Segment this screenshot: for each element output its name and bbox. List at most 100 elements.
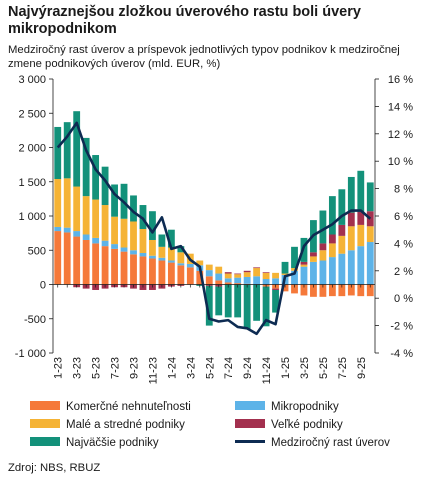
bar-segment: [158, 234, 166, 247]
bar-segment: [319, 284, 327, 297]
bar-segment: [120, 247, 128, 252]
bar-segment: [243, 272, 251, 277]
x-tick-label: 1-24: [166, 357, 178, 379]
bar-segment: [272, 289, 279, 313]
bar-segment: [215, 273, 223, 281]
y-left-tick-label: 3 000: [18, 74, 46, 86]
bar-segment: [92, 243, 100, 285]
legend-label: Najväčšie podniky: [66, 437, 159, 449]
legend-label: Komerčné nehnuteľnosti: [66, 401, 191, 413]
bar-segment: [215, 266, 223, 274]
axes-layer: -1 000 -500 0 500 1 000 1 500 2 000 2 500 3 000 -…: [15, 74, 413, 384]
bar-segment: [291, 284, 298, 294]
bar-segment: [224, 282, 232, 285]
bar-segment: [253, 276, 261, 285]
bar-segment: [139, 229, 147, 253]
bar-segment: [101, 240, 109, 247]
bar-segment: [82, 239, 90, 285]
y-right-tick-label: 4 %: [394, 238, 413, 250]
y-right-tick-label: 10 %: [388, 156, 413, 168]
x-tick-label: 7-25: [337, 357, 349, 379]
y-right-tick-label: -4 %: [390, 348, 413, 360]
bar-segment: [205, 285, 213, 326]
bar-segment: [281, 261, 289, 274]
bar-segment: [357, 246, 365, 285]
bar-segment: [82, 196, 90, 235]
bar-segment: [63, 122, 71, 179]
y-left-tick-label: 1 000: [18, 211, 46, 223]
y-left-tick-label: 0: [40, 280, 46, 292]
bar-segment: [101, 246, 109, 285]
bar-segment: [82, 137, 90, 197]
legend-label: Mikropodniky: [271, 401, 339, 413]
bar-segment: [300, 264, 308, 267]
bar-segment: [63, 227, 71, 233]
bar-segment: [272, 288, 279, 290]
y-right-tick-label: 8 %: [394, 184, 413, 196]
bar-segment: [234, 274, 242, 278]
chart-title: Najvýraznejšou zložkou úverového rastu b…: [8, 4, 361, 37]
bar-segment: [328, 243, 336, 258]
bar-segment: [319, 243, 327, 251]
bar-segment: [224, 278, 232, 283]
bar-segment: [63, 232, 71, 285]
bar-segment: [338, 224, 346, 236]
bar-segment: [111, 216, 118, 245]
legend-swatch: [30, 419, 60, 429]
bar-segment: [215, 286, 223, 316]
bar-segment: [347, 250, 355, 285]
bar-segment: [92, 155, 100, 200]
legend-label: Malé a stredné podniky: [66, 419, 185, 431]
y-right-tick-label: 12 %: [388, 129, 413, 141]
bar-segment: [234, 283, 242, 285]
bar-segment: [205, 276, 213, 285]
bar-segment: [310, 284, 317, 297]
bar-segment: [167, 229, 175, 248]
bar-segment: [272, 272, 279, 279]
bar-segment: [149, 255, 156, 259]
bar-segment: [243, 270, 251, 273]
bar-segment: [167, 262, 175, 285]
y-right-tick-label: -2 %: [390, 321, 413, 333]
x-tick-label: 11-24: [261, 357, 273, 384]
bar-segment: [149, 258, 156, 285]
bar-segment: [328, 234, 336, 244]
bar-segment: [300, 266, 308, 285]
bar-segment: [205, 264, 213, 271]
bar-segment: [92, 237, 100, 244]
x-tick-label: 5-25: [318, 357, 330, 379]
bar-segment: [357, 170, 365, 212]
chart-subtitle: Medziročný rast úverov a príspevok jedno…: [8, 44, 400, 70]
bar-segment: [158, 257, 166, 261]
y-left-tick-label: 2 500: [18, 108, 46, 120]
bar-segment: [366, 211, 374, 227]
bar-segment: [149, 239, 156, 256]
bar-segment: [253, 268, 261, 277]
bar-segment: [338, 189, 346, 225]
x-tick-label: 7-24: [223, 357, 235, 379]
legend-item-velke: Veľké podniky: [235, 418, 343, 432]
bar-layer: [54, 111, 374, 330]
bar-segment: [149, 211, 156, 240]
bar-segment: [319, 250, 327, 261]
legend-item-rast: Medziročný rast úverov: [235, 436, 390, 450]
y-right-tick-label: 16 %: [388, 74, 413, 86]
bar-segment: [347, 212, 355, 227]
bar-segment: [347, 176, 355, 213]
x-tick-label: 9-23: [129, 357, 141, 379]
bar-segment: [366, 182, 374, 212]
legend-item-najvacsie: Najväčšie podniky: [30, 436, 159, 450]
x-tick-label: 5-24: [204, 357, 216, 379]
bar-segment: [347, 284, 355, 296]
bar-segment: [347, 226, 355, 251]
bar-segment: [54, 226, 62, 232]
legend-swatch: [235, 440, 265, 444]
x-tick-label: 1-23: [53, 357, 65, 379]
bar-segment: [54, 126, 62, 180]
bar-segment: [243, 284, 251, 330]
bar-segment: [253, 267, 261, 269]
bar-segment: [281, 284, 289, 292]
legend-item-male-stredne: Malé a stredné podniky: [30, 418, 185, 432]
bar-segment: [130, 250, 137, 255]
bar-segment: [54, 231, 62, 285]
